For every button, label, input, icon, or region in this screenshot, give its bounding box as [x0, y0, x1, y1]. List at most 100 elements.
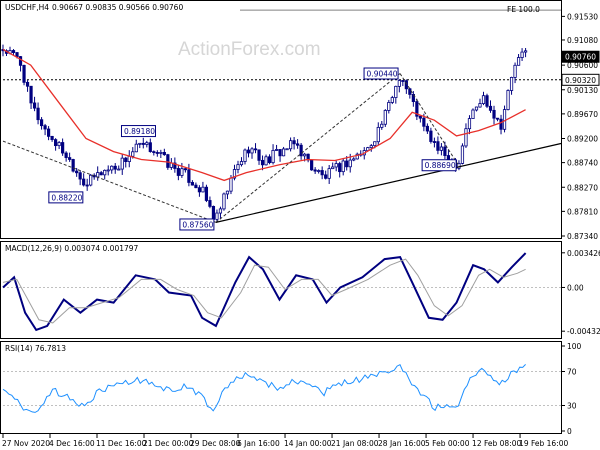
price-annotation-label: 0.89180 — [124, 127, 155, 136]
rsi-title: RSI(14) 76.7813 — [5, 344, 66, 353]
candle-body — [457, 163, 461, 169]
candle-body — [320, 170, 324, 176]
candle-body — [117, 168, 121, 171]
candle-body — [68, 157, 72, 160]
price-annotation-label: 0.88690 — [425, 161, 456, 170]
candle-body — [39, 119, 44, 127]
current-price-label: 0.90760 — [565, 53, 596, 62]
candle-body — [345, 160, 349, 168]
time-tick-label: 28 Jan 16:00 — [378, 439, 426, 448]
price-annotation-label: 0.90440 — [367, 70, 398, 79]
candle-body — [278, 149, 282, 157]
candle-body — [120, 157, 124, 170]
candle-body — [253, 148, 258, 151]
rsi-ytick-label: 30 — [567, 402, 577, 411]
candle-body — [89, 174, 93, 186]
candle-body — [509, 77, 514, 91]
macd-title: MACD(12,26,9) 0.003074 0.001797 — [5, 244, 139, 253]
level-price-box — [561, 73, 600, 86]
time-tick-label: 6 Jan 16:00 — [237, 439, 280, 448]
candle-body — [313, 169, 317, 172]
candle-body — [85, 184, 89, 187]
candle-body — [152, 151, 156, 153]
candle-body — [99, 172, 103, 176]
candle-body — [131, 151, 135, 157]
candle-body — [110, 165, 114, 171]
candle-body — [418, 115, 422, 119]
candle-body — [138, 142, 142, 145]
candle-body — [373, 141, 377, 147]
candle-body — [502, 109, 507, 130]
candle-body — [369, 145, 373, 149]
candle-body — [485, 95, 489, 107]
candle-body — [204, 186, 209, 201]
candle-body — [134, 143, 138, 153]
candle-body — [443, 146, 447, 156]
price-panel: 0.91530 0.91080 0.90600 0.90130 0.89670 0.892… — [1, 9, 600, 241]
candle-body — [425, 125, 429, 132]
candle-body — [281, 148, 286, 157]
candle-body — [348, 159, 352, 168]
macd-ytick-label: 0.003426 — [567, 249, 600, 258]
candle-body — [36, 107, 40, 121]
price-ytick-label: 0.91080 — [567, 36, 598, 45]
price-ytick-label: 0.87810 — [567, 207, 598, 216]
candle-body — [25, 81, 30, 87]
watermark: ActionForex.com — [178, 39, 321, 60]
time-tick-label: 4 Dec 16:00 — [49, 439, 95, 448]
candle-body — [22, 64, 26, 83]
time-tick-label: 12 Feb 08:00 — [472, 439, 521, 448]
candle-body — [113, 165, 117, 170]
candle-body — [106, 169, 110, 172]
support-trendline — [215, 142, 562, 223]
candle-body — [285, 148, 289, 151]
candle-body — [103, 169, 107, 176]
candle-body — [43, 125, 47, 130]
price-ytick-label: 0.90600 — [567, 61, 598, 70]
candle-body — [355, 153, 359, 160]
candle-body — [516, 57, 521, 66]
time-tick-label: 21 Jan 08:00 — [331, 439, 379, 448]
macd-panel: 0.003426 0.00 -0.004324 — [2, 249, 600, 336]
candle-body — [299, 144, 303, 157]
macd-signal-line — [2, 258, 526, 324]
candle-body — [513, 64, 517, 78]
candle-body — [141, 142, 145, 145]
price-annotation-box — [48, 191, 84, 204]
candle-body — [250, 148, 254, 154]
candle-body — [236, 164, 240, 170]
price-ytick-label: 0.90130 — [567, 86, 598, 95]
candle-body — [124, 157, 128, 163]
candle-body — [162, 152, 166, 156]
candle-body — [523, 50, 528, 53]
candle-body — [471, 109, 475, 119]
candle-body — [64, 152, 68, 158]
time-tick-label: 21 Dec 00:00 — [143, 439, 194, 448]
candle-body — [390, 97, 394, 103]
candle-body — [257, 149, 261, 161]
price-annotation-box — [421, 159, 457, 172]
current-price-box — [561, 50, 600, 63]
candle-body — [488, 105, 493, 111]
candle-body — [499, 118, 503, 130]
candle-body — [176, 168, 180, 176]
candle-body — [415, 101, 419, 117]
candle-body — [408, 88, 412, 95]
candle-body — [506, 90, 510, 110]
price-header-ohlc: 0.90667 0.90835 0.90566 0.90760 — [52, 3, 183, 12]
time-tick-label: 27 Nov 2020 — [2, 439, 50, 448]
candle-body — [397, 80, 401, 87]
candle-body — [260, 159, 265, 166]
price-ytick-label: 0.88740 — [567, 159, 598, 168]
candle-body — [341, 160, 345, 173]
candle-body — [464, 128, 468, 147]
time-tick-label: 11 Dec 16:00 — [96, 439, 147, 448]
candle-body — [239, 161, 244, 166]
candle-body — [296, 143, 300, 146]
candle-body — [145, 142, 149, 145]
swing-dashed-line — [2, 140, 217, 223]
price-panel-frame — [0, 0, 562, 239]
candle-body — [82, 178, 86, 186]
